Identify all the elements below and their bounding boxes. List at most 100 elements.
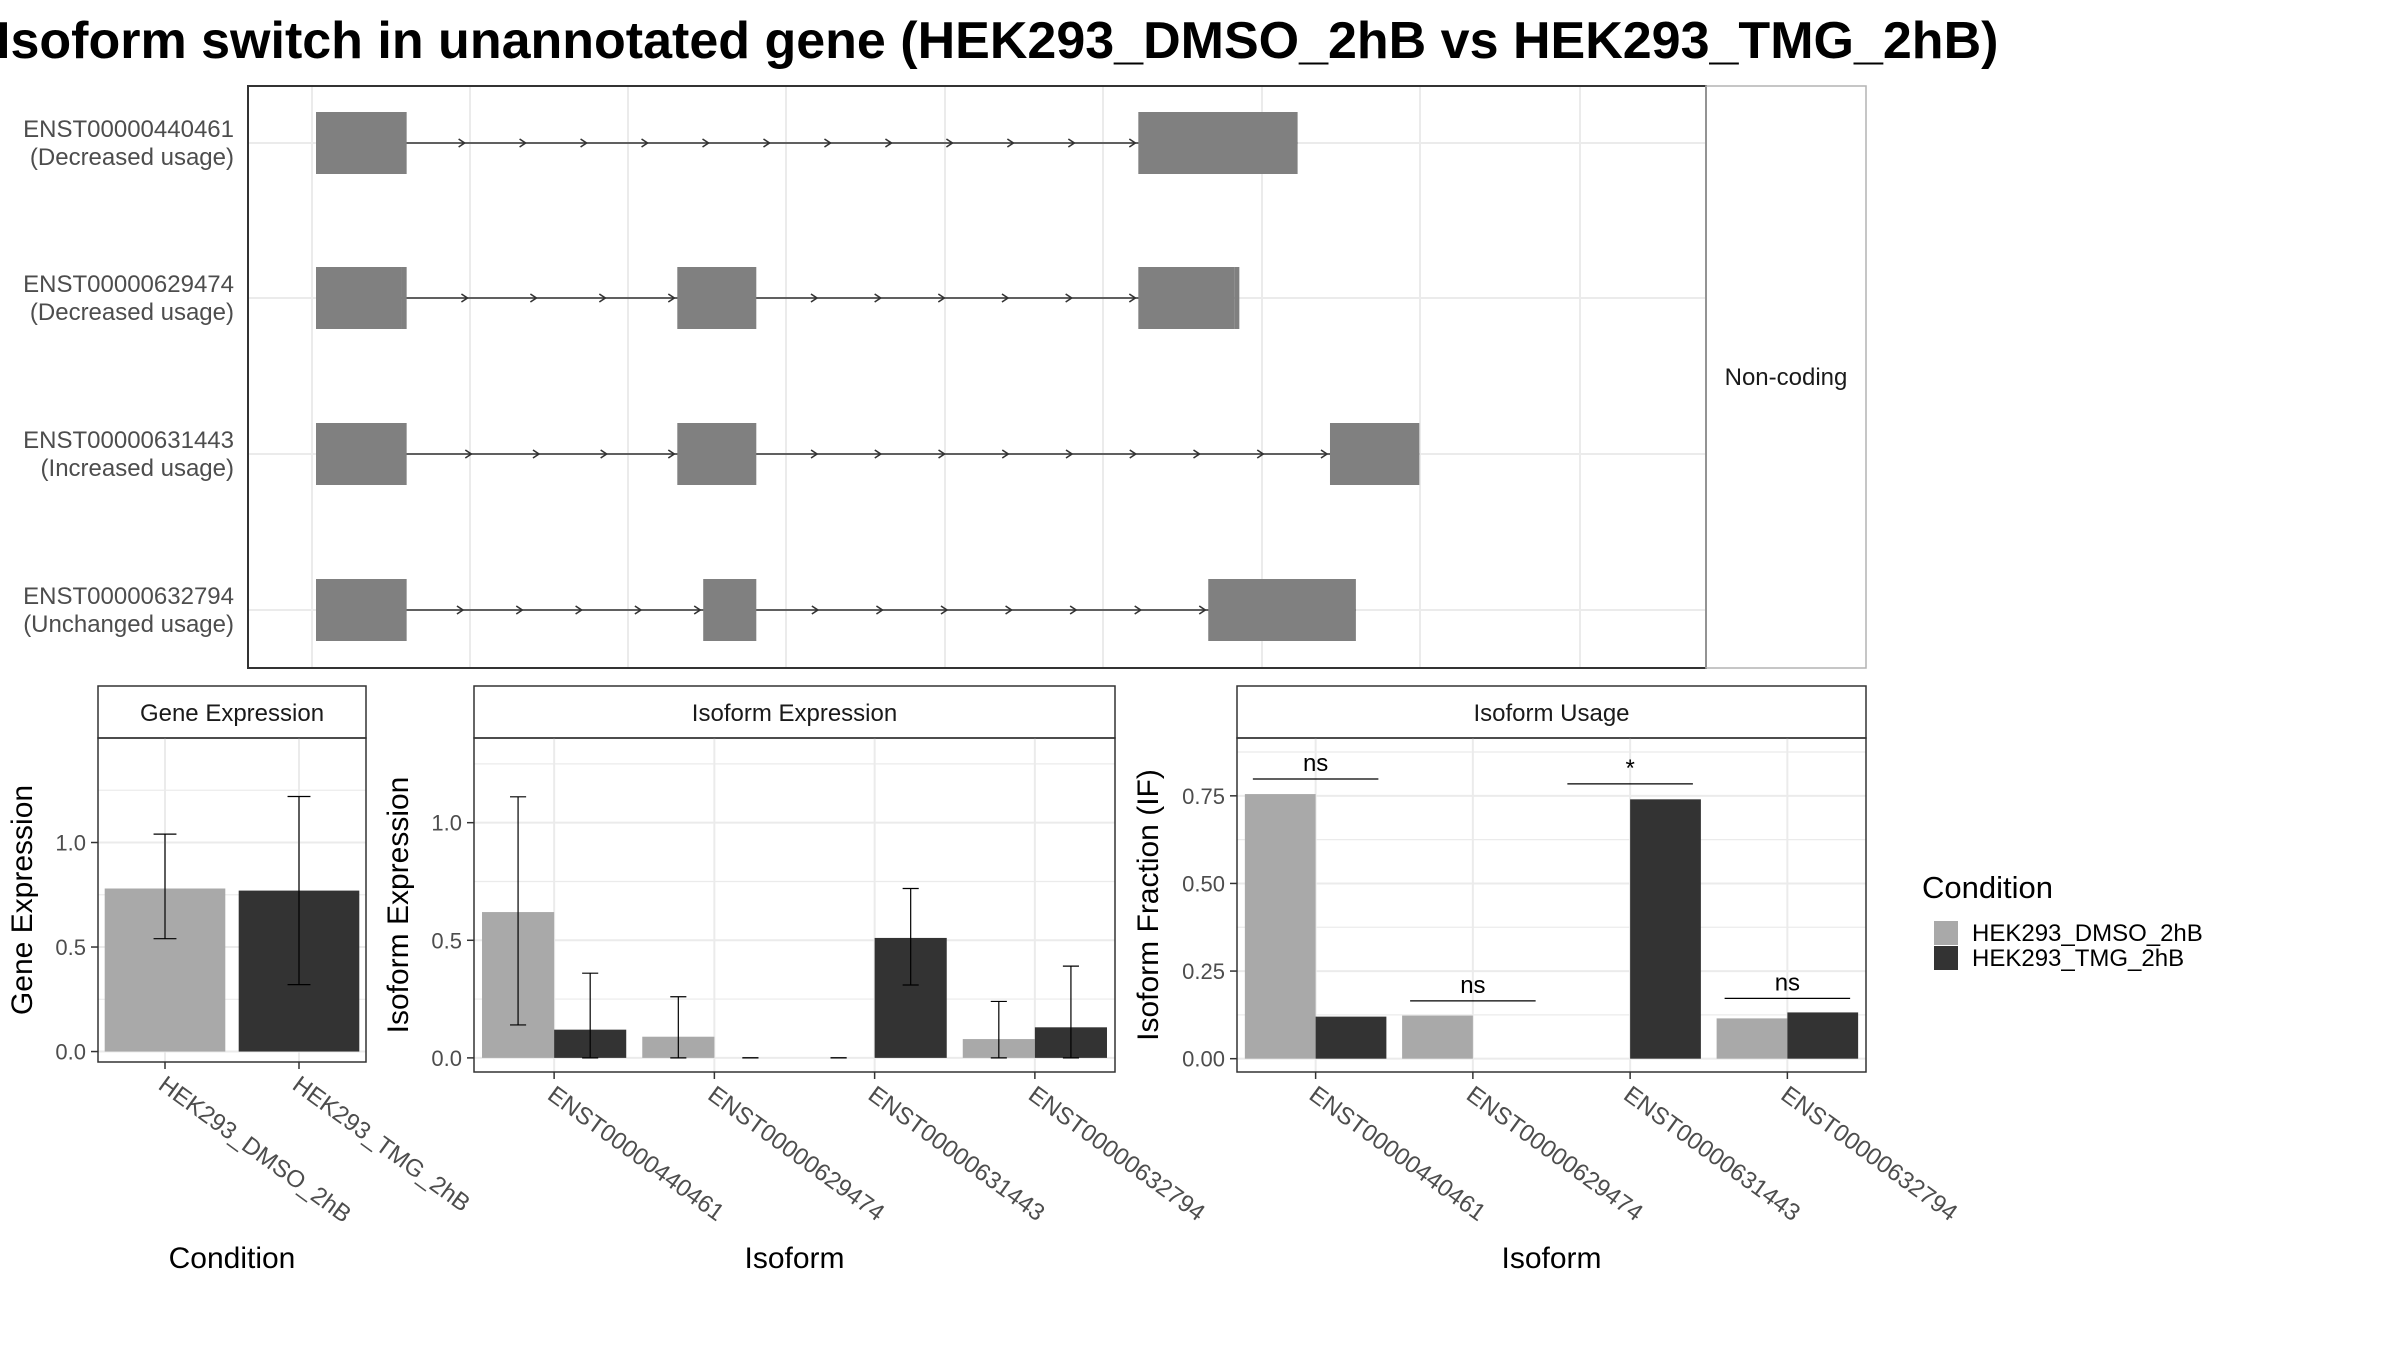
direction-arrow [875, 605, 884, 615]
figure-title: Isoform switch in unannotated gene (HEK2… [0, 12, 1998, 70]
direction-arrow [458, 138, 467, 148]
facet-strip-border [1705, 85, 1867, 669]
direction-arrow [1134, 605, 1143, 615]
legend-label: HEK293_TMG_2hB [1972, 945, 2184, 972]
x-tick-label: ENST00000629474 [703, 1081, 889, 1227]
direction-arrow [937, 293, 946, 303]
direction-arrow [884, 138, 893, 148]
y-tick-label: 0.0 [431, 1046, 462, 1071]
direction-arrow [824, 138, 832, 148]
transcript-usage-label: (Decreased usage) [30, 299, 234, 326]
direction-arrow [580, 138, 589, 148]
direction-arrow [641, 138, 649, 148]
direction-arrow [810, 293, 819, 303]
direction-arrow [634, 605, 643, 615]
legend-label: HEK293_DMSO_2hB [1972, 920, 2203, 947]
y-tick-label: 0.25 [1182, 959, 1225, 984]
legend-title: Condition [1922, 870, 2053, 905]
direction-arrow [1067, 138, 1076, 148]
direction-arrow [600, 449, 609, 459]
direction-arrow [702, 138, 710, 148]
direction-arrow [532, 449, 541, 459]
direction-arrow [1198, 605, 1207, 615]
transcript-usage-label: (Increased usage) [41, 455, 234, 482]
direction-arrow [598, 293, 607, 303]
chart-panel-3: Isoform Usagensns*ns0.000.250.500.75ENST… [1132, 685, 1962, 1275]
direction-arrow [1065, 293, 1074, 303]
exon-block [1208, 579, 1356, 641]
direction-arrow [1065, 449, 1074, 459]
exon-block [677, 423, 757, 485]
exon-block [316, 579, 407, 641]
direction-arrow [515, 605, 524, 615]
bar-chart-panels: Gene Expression0.00.51.0HEK293_DMSO_2hBH… [6, 685, 1962, 1275]
y-tick-label: 0.5 [55, 935, 86, 960]
data-bar [1716, 1018, 1788, 1059]
exon-block [677, 267, 757, 329]
y-axis-title: Gene Expression [6, 785, 39, 1015]
exon-block [1329, 423, 1420, 485]
exon-block [1138, 267, 1235, 329]
direction-arrow [456, 605, 465, 615]
panel-border [97, 737, 367, 1063]
y-tick-label: 0.5 [431, 928, 462, 953]
transcript-id-label: ENST00000440461 [23, 116, 234, 143]
direction-arrow [1069, 605, 1078, 615]
panel-title: Isoform Expression [692, 700, 897, 727]
exon-block [316, 112, 407, 174]
exon-block [316, 267, 402, 329]
direction-arrow [1001, 449, 1010, 459]
y-tick-label: 0.0 [55, 1040, 86, 1065]
direction-arrow [575, 605, 584, 615]
structure-panel-border [247, 85, 1707, 669]
y-axis-title: Isoform Fraction (IF) [1132, 769, 1165, 1041]
utr-block [401, 267, 407, 329]
data-bar [1402, 1015, 1473, 1059]
y-tick-label: 0.00 [1182, 1047, 1225, 1072]
significance-label: ns [1303, 750, 1328, 777]
transcript-id-label: ENST00000631443 [23, 427, 234, 454]
panel-title: Isoform Usage [1473, 700, 1629, 727]
transcript-usage-label: (Decreased usage) [30, 144, 234, 171]
direction-arrow [763, 138, 771, 148]
direction-arrow [940, 605, 949, 615]
direction-arrow [529, 293, 538, 303]
chart-panel-2: Isoform Expression 0.0 0.5 1.0 ENST000004404… [382, 685, 1210, 1275]
direction-arrow [693, 605, 702, 615]
x-axis-title: Condition [169, 1242, 296, 1275]
facet-strip-label: Non-coding [1725, 364, 1848, 391]
direction-arrow [874, 449, 883, 459]
panel-title: Gene Expression [140, 700, 324, 727]
panel-strip [97, 685, 367, 739]
significance-label: ns [1460, 972, 1485, 999]
data-bar [1315, 1016, 1387, 1059]
panel-strip [1236, 685, 1867, 739]
direction-arrow [1128, 138, 1137, 148]
exon-block [1138, 112, 1298, 174]
x-axis-title: Isoform [744, 1242, 844, 1275]
transcript-id-label: ENST00000629474 [23, 271, 234, 298]
y-tick-label: 1.0 [55, 831, 86, 856]
direction-arrow [460, 293, 469, 303]
x-tick-label: ENST00000440461 [543, 1081, 729, 1227]
panel-strip [473, 685, 1116, 739]
y-tick-label: 0.50 [1182, 871, 1225, 896]
direction-arrow [810, 449, 819, 459]
data-bar [1630, 799, 1701, 1059]
direction-arrow [1320, 449, 1329, 459]
direction-arrow [1001, 293, 1010, 303]
direction-arrow [811, 605, 820, 615]
direction-arrow [667, 449, 676, 459]
x-tick-label: ENST00000632794 [1023, 1081, 1209, 1227]
direction-arrow [1128, 293, 1137, 303]
y-axis-title: Isoform Expression [382, 777, 415, 1034]
direction-arrow [1129, 449, 1138, 459]
transcript-structure-panel: ENST00000440461(Decreased usage)ENST0000… [23, 85, 1867, 669]
transcript-usage-label: (Unchanged usage) [23, 611, 234, 638]
legend-swatch [1934, 921, 1958, 945]
direction-arrow [938, 449, 946, 459]
direction-arrow [1193, 449, 1201, 459]
panel-border [473, 737, 1116, 1073]
